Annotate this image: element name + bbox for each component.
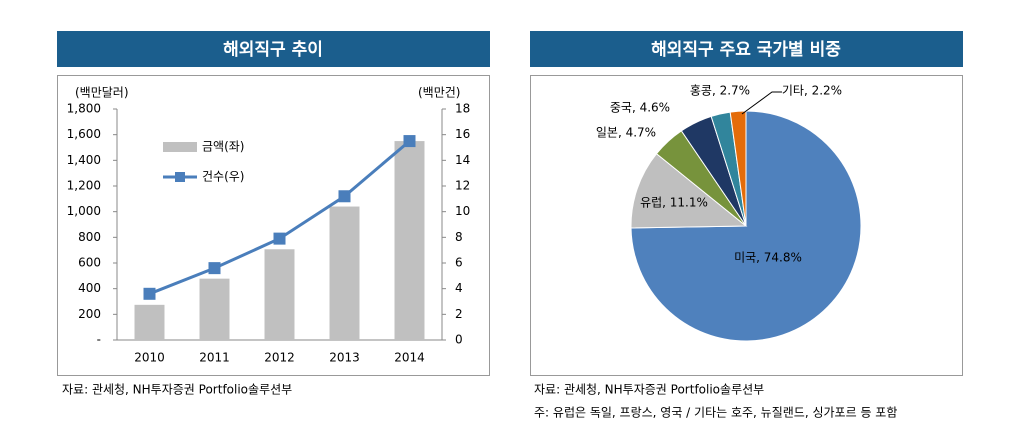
data-label: 유럽, 11.1% bbox=[640, 196, 708, 210]
x-tick-label: 2012 bbox=[264, 351, 295, 365]
y-tick-label: 1,000 bbox=[67, 204, 101, 218]
y-tick-label: 800 bbox=[78, 230, 101, 244]
marker bbox=[273, 232, 286, 245]
data-label: 중국, 4.6% bbox=[610, 101, 670, 115]
y-tick-label: 600 bbox=[78, 256, 101, 270]
header-bar bbox=[530, 31, 963, 67]
header-bar bbox=[57, 31, 490, 67]
chart-title: 해외직구 추이 bbox=[223, 40, 323, 60]
y2-tick-label: 6 bbox=[455, 256, 463, 270]
chart-title: 해외직구 주요 국가별 비중 bbox=[651, 40, 841, 60]
marker bbox=[208, 262, 221, 275]
note: 주: 유럽은 독일, 프랑스, 영국 / 기타는 호주, 뉴질랜드, 싱가포르 … bbox=[534, 406, 897, 420]
bar bbox=[134, 304, 165, 340]
y-tick-label: 1,600 bbox=[67, 127, 101, 141]
y2-tick-label: 10 bbox=[455, 204, 470, 218]
y-tick-label: 400 bbox=[78, 281, 101, 295]
y2-tick-label: 8 bbox=[455, 230, 463, 244]
source: 자료: 관세청, NH투자증권 Portfolio솔루션부 bbox=[62, 383, 292, 397]
y2-tick-label: 14 bbox=[455, 153, 470, 167]
x-tick-label: 2011 bbox=[199, 351, 230, 365]
pie-slice bbox=[630, 110, 862, 342]
source: 자료: 관세청, NH투자증권 Portfolio솔루션부 bbox=[534, 383, 764, 397]
y-tick-label: - bbox=[97, 333, 101, 347]
y2-tick-label: 2 bbox=[455, 307, 463, 321]
y2-axis-title: (백만건) bbox=[418, 86, 460, 100]
legend-swatch bbox=[163, 142, 197, 152]
bar bbox=[264, 249, 295, 340]
y2-tick-label: 18 bbox=[455, 102, 470, 116]
marker bbox=[338, 190, 351, 203]
marker bbox=[403, 135, 416, 148]
data-label: 기타, 2.2% bbox=[782, 84, 842, 98]
y2-tick-label: 16 bbox=[455, 127, 470, 141]
y2-tick-label: 12 bbox=[455, 179, 470, 193]
bar bbox=[394, 141, 425, 340]
y2-tick-label: 0 bbox=[455, 333, 463, 347]
y-tick-label: 1,400 bbox=[67, 153, 101, 167]
x-tick-label: 2010 bbox=[134, 351, 165, 365]
marker bbox=[143, 287, 156, 300]
legend-label: 금액(좌) bbox=[202, 140, 244, 154]
x-tick-label: 2013 bbox=[329, 351, 360, 365]
y-tick-label: 1,800 bbox=[67, 102, 101, 116]
y-axis-title: (백만달러) bbox=[75, 86, 129, 100]
pie-slice bbox=[630, 153, 748, 229]
panel-frame bbox=[530, 75, 963, 376]
legend-label: 건수(우) bbox=[202, 170, 244, 184]
y-tick-label: 1,200 bbox=[67, 179, 101, 193]
legend-marker bbox=[175, 172, 185, 182]
data-label: 일본, 4.7% bbox=[596, 126, 656, 140]
x-tick-label: 2014 bbox=[394, 351, 425, 365]
bar bbox=[329, 206, 360, 340]
y-tick-label: 200 bbox=[78, 307, 101, 321]
data-label: 미국, 74.8% bbox=[734, 251, 802, 265]
data-label: 홍콩, 2.7% bbox=[690, 84, 750, 98]
bar bbox=[199, 278, 230, 340]
y2-tick-label: 4 bbox=[455, 281, 463, 295]
panel-frame bbox=[57, 75, 490, 376]
leader-line bbox=[741, 91, 782, 115]
